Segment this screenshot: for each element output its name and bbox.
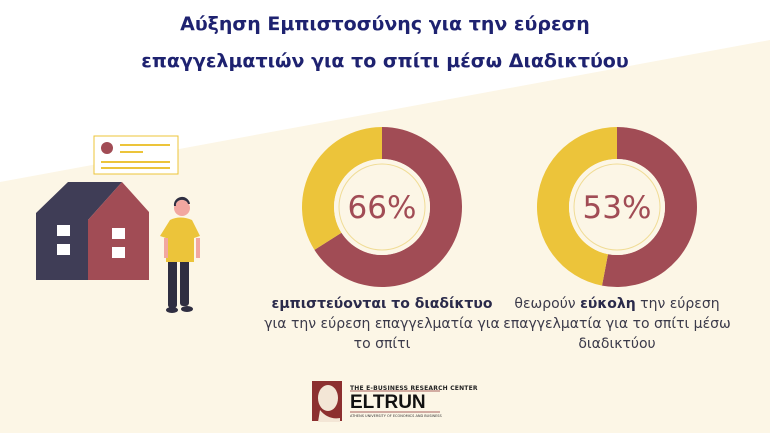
donut-inner-ring [338,163,426,251]
donut-center-label: 66% [348,190,417,226]
donut-segment-main [314,127,462,287]
caption-bold: εύκολη [580,296,636,312]
caption-pre: θεωρούν [514,296,581,312]
donut-segment-rest [302,127,382,250]
caption-rest: για την εύρεση επαγγελματία για το σπίτι [264,316,500,352]
person-icon [160,196,200,313]
donut-segment-main [602,127,697,287]
logo-subtitle: ATHENS UNIVERSITY OF ECONOMICS AND BUSIN… [350,414,442,418]
caption-easy: θεωρούν εύκολη την εύρεση επαγγελματία γ… [497,294,737,354]
donut-inner-ring [573,163,661,251]
title-line-1: Αύξηση Εμπιστοσύνης για την εύρεση [180,13,590,35]
donut-hole [569,159,665,255]
caption-rest: την εύρεση επαγγελματία για το σπίτι μέσ… [503,296,731,352]
caption-trust: εμπιστεύονται το διαδίκτυο για την εύρεσ… [262,294,502,354]
message-card-icon [93,135,179,175]
logo-tagline: THE E-BUSINESS RESEARCH CENTER [350,385,478,392]
donut-center-label: 53% [583,190,652,226]
caption-bold: εμπιστεύονται το διαδίκτυο [271,296,493,312]
house-icon [36,182,149,280]
title-line-2: επαγγελματιών για το σπίτι μέσω Διαδικτύ… [141,50,629,72]
logo-name: ELTRUN [350,392,426,413]
donut-segment-rest [537,127,617,286]
donut-hole [334,159,430,255]
